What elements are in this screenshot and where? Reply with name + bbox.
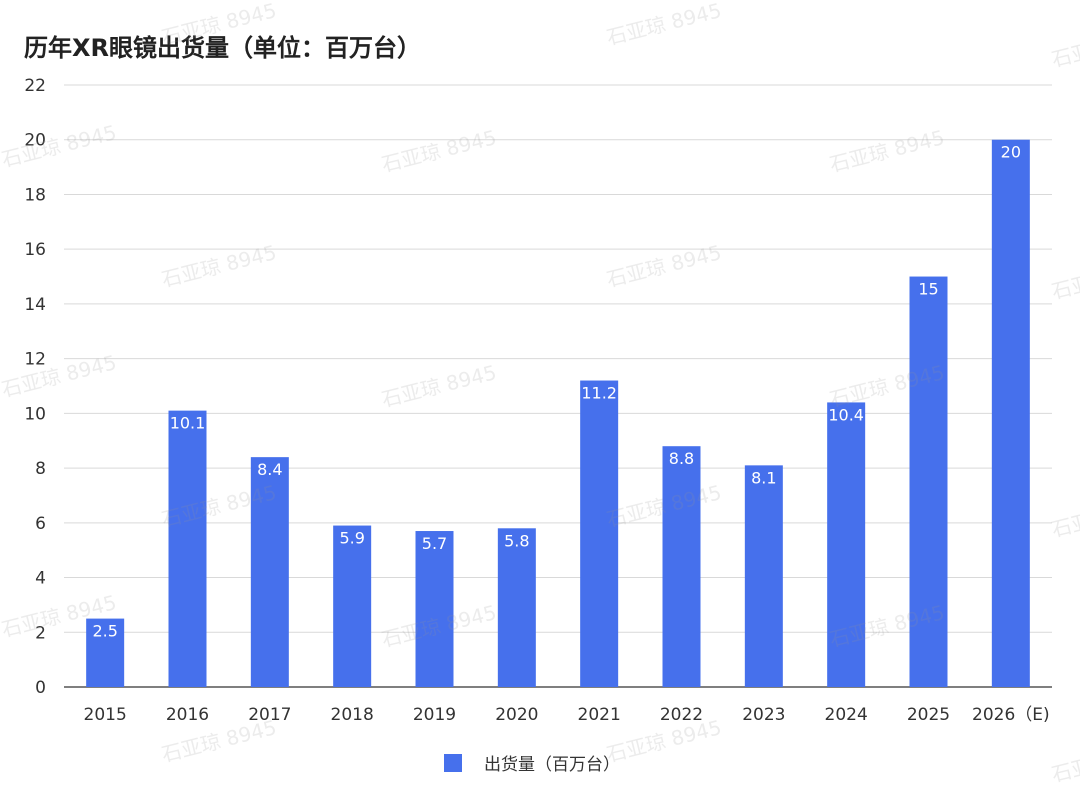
y-tick-label: 2: [35, 623, 46, 643]
x-tick-label: 2021: [578, 705, 621, 725]
y-tick-label: 6: [35, 514, 46, 534]
y-tick-label: 18: [24, 185, 46, 205]
y-tick-label: 8: [35, 459, 46, 479]
data-label: 15: [918, 280, 938, 299]
data-label: 11.2: [581, 384, 617, 403]
bar: [662, 446, 701, 687]
chart-title: 历年XR眼镜出货量（单位：百万台）: [24, 34, 421, 62]
data-label: 5.9: [339, 529, 364, 548]
bar: [991, 139, 1030, 687]
legend: 出货量（百万台）: [444, 750, 620, 775]
bar: [580, 380, 619, 687]
bar: [909, 276, 948, 687]
data-label: 8.4: [257, 460, 282, 479]
x-tick-label: 2023: [742, 705, 785, 725]
y-tick-label: 22: [24, 76, 46, 96]
x-tick-label: 2022: [660, 705, 703, 725]
bar: [497, 528, 536, 687]
bar: [168, 410, 207, 687]
data-label: 5.8: [504, 531, 529, 550]
x-tick-label: 2016: [166, 705, 209, 725]
x-tick-label: 2024: [825, 705, 868, 725]
x-tick-label: 2019: [413, 705, 456, 725]
data-label: 10.1: [170, 414, 206, 433]
data-label: 8.1: [751, 468, 776, 487]
y-tick-label: 12: [24, 350, 46, 370]
bar: [744, 465, 783, 687]
y-tick-label: 0: [35, 678, 46, 698]
bar: [333, 525, 372, 687]
data-label: 8.8: [669, 449, 694, 468]
bar: [415, 531, 454, 687]
x-tick-label: 2018: [331, 705, 374, 725]
y-tick-label: 14: [24, 295, 46, 315]
y-tick-label: 16: [24, 240, 46, 260]
x-tick-label: 2025: [907, 705, 950, 725]
x-tick-label: 2017: [248, 705, 291, 725]
data-label: 20: [1001, 143, 1021, 162]
legend-label: 出货量（百万台）: [484, 755, 620, 775]
data-label: 2.5: [92, 622, 117, 641]
x-tick-label: 2020: [495, 705, 538, 725]
x-tick-label: 2026（E): [972, 705, 1050, 725]
bar: [827, 402, 866, 687]
legend-swatch: [444, 753, 462, 772]
y-tick-label: 20: [24, 131, 46, 151]
y-tick-label: 10: [24, 404, 46, 424]
bar: [86, 618, 125, 687]
y-tick-label: 4: [35, 569, 46, 589]
data-label: 5.7: [422, 534, 447, 553]
data-label: 10.4: [828, 405, 864, 424]
x-tick-label: 2015: [84, 705, 127, 725]
bar: [250, 457, 289, 687]
